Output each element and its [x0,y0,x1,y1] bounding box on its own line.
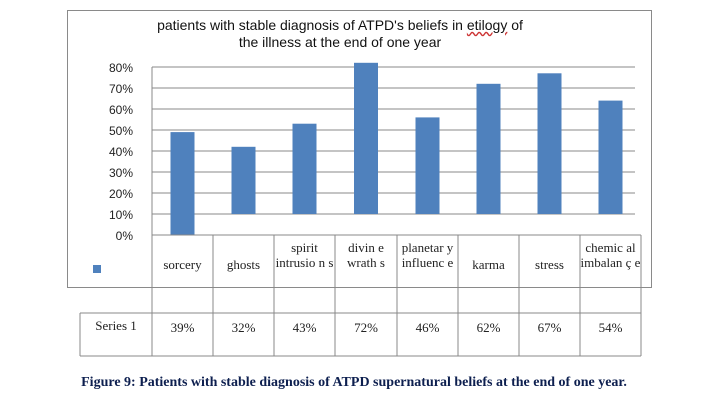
y-tick-label: 80% [109,61,133,75]
bar [476,83,501,214]
y-tick-label: 40% [109,145,133,159]
bar [598,100,623,214]
bar [170,132,195,235]
value-label: 46% [415,320,440,335]
y-tick-label: 60% [109,103,133,117]
value-label: 72% [354,320,378,335]
value-label: 39% [170,320,195,335]
y-tick-label: 10% [109,208,133,222]
bar [537,73,562,214]
category-label: stress [535,257,564,272]
category-label: spirit intrusio n s [275,240,334,270]
series-label: Series 1 [95,318,137,333]
chart-frame [67,10,652,288]
bar [415,117,440,214]
category-label: chemic al imbalan ç e [580,240,641,270]
value-label: 67% [537,320,562,335]
bar [292,123,317,214]
value-label: 54% [598,320,623,335]
y-tick-label: 0% [116,229,134,243]
y-tick-label: 70% [109,82,133,96]
bar [231,146,256,214]
legend-marker [93,265,101,273]
value-label: 32% [231,320,256,335]
y-tick-label: 50% [109,124,133,138]
value-label: 62% [476,320,501,335]
y-tick-label: 20% [109,187,133,201]
y-tick-label: 30% [109,166,133,180]
category-label: ghosts [226,257,261,272]
category-label: divin e wrath s [347,240,385,270]
category-label: karma [472,257,505,272]
category-label: planetar y influenc e [401,240,454,270]
category-label: sorcery [163,257,202,272]
chart-title: patients with stable diagnosis of ATPD's… [157,17,523,50]
bar [354,62,378,214]
value-label: 43% [292,320,317,335]
figure-caption: Figure 9: Patients with stable diagnosis… [81,375,627,390]
